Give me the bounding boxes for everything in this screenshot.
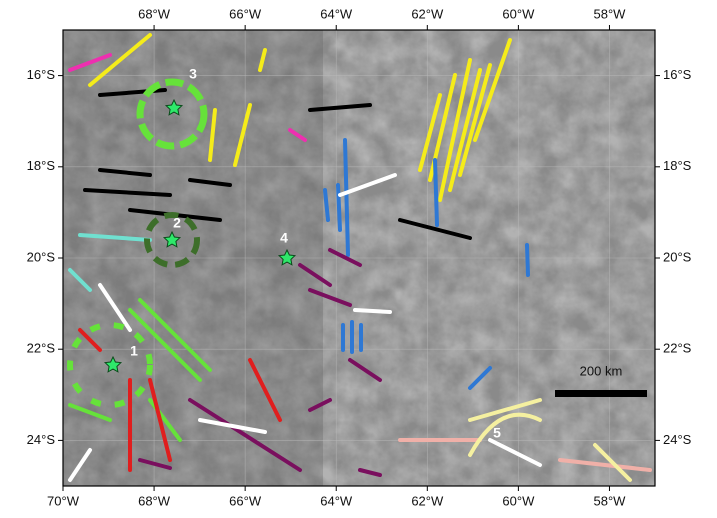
scale-bar [555, 390, 647, 397]
x-tick-label: 70°W [47, 493, 80, 508]
page: {"map": { "xlim": [-70, -57], "ylim": [-… [0, 0, 717, 518]
y-tick-label: 24°S [27, 432, 56, 447]
y-tick-label: 20°S [27, 249, 56, 264]
x-tick-label: 68°W [138, 6, 171, 21]
feature-label: 2 [173, 215, 181, 231]
y-tick-label: 22°S [663, 341, 692, 356]
y-tick-label: 18°S [27, 158, 56, 173]
feature-label: 4 [280, 230, 288, 246]
y-tick-label: 16°S [663, 67, 692, 82]
scale-label: 200 km [580, 363, 623, 378]
map-area: 1 2 3 4 5 200 km [63, 30, 655, 486]
x-tick-label: 58°W [593, 6, 626, 21]
y-tick-label: 24°S [663, 432, 692, 447]
map-figure: 1 2 3 4 5 200 km 70°W 68°W 68°W 66°W 66°W 64°W 64°… [0, 0, 717, 518]
feature-label: 3 [189, 66, 197, 82]
x-tick-label: 64°W [320, 6, 353, 21]
x-tick-label: 66°W [229, 493, 262, 508]
feature-label: 5 [493, 425, 501, 441]
feature-label: 1 [130, 343, 138, 359]
x-tick-label: 60°W [502, 6, 535, 21]
y-tick-label: 20°S [663, 249, 692, 264]
x-tick-label: 66°W [229, 6, 262, 21]
y-tick-label: 16°S [27, 67, 56, 82]
x-tick-label: 68°W [138, 493, 171, 508]
y-tick-label: 22°S [27, 341, 56, 356]
x-tick-label: 60°W [502, 493, 535, 508]
x-tick-label: 58°W [593, 493, 626, 508]
y-tick-label: 18°S [663, 158, 692, 173]
x-tick-label: 64°W [320, 493, 353, 508]
x-tick-label: 62°W [411, 493, 444, 508]
x-tick-label: 62°W [411, 6, 444, 21]
